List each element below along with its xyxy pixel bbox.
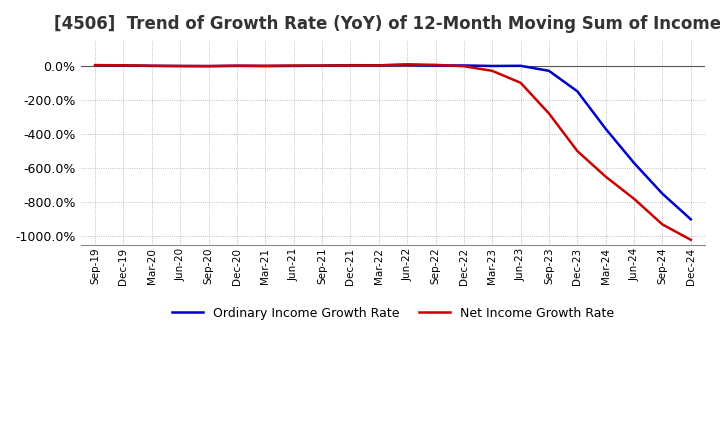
Title: [4506]  Trend of Growth Rate (YoY) of 12-Month Moving Sum of Incomes: [4506] Trend of Growth Rate (YoY) of 12-… <box>55 15 720 33</box>
Net Income Growth Rate <box>601 174 610 180</box>
Ordinary Income Growth Rate <box>148 63 156 69</box>
Ordinary Income Growth Rate <box>176 63 184 69</box>
Ordinary Income Growth Rate <box>544 68 553 73</box>
Net Income Growth Rate <box>573 148 582 154</box>
Ordinary Income Growth Rate <box>204 63 213 69</box>
Ordinary Income Growth Rate <box>233 63 241 69</box>
Net Income Growth Rate <box>120 62 128 68</box>
Net Income Growth Rate <box>91 62 99 68</box>
Net Income Growth Rate <box>630 196 639 202</box>
Ordinary Income Growth Rate <box>488 63 497 69</box>
Net Income Growth Rate <box>176 63 184 69</box>
Net Income Growth Rate <box>516 80 525 85</box>
Net Income Growth Rate <box>686 237 695 242</box>
Ordinary Income Growth Rate <box>516 63 525 69</box>
Ordinary Income Growth Rate <box>91 62 99 68</box>
Net Income Growth Rate <box>658 222 667 227</box>
Net Income Growth Rate <box>431 62 440 67</box>
Net Income Growth Rate <box>544 111 553 116</box>
Ordinary Income Growth Rate <box>261 63 269 69</box>
Ordinary Income Growth Rate <box>630 160 639 165</box>
Ordinary Income Growth Rate <box>686 217 695 222</box>
Ordinary Income Growth Rate <box>120 63 128 68</box>
Ordinary Income Growth Rate <box>402 62 411 67</box>
Net Income Growth Rate <box>148 63 156 68</box>
Net Income Growth Rate <box>233 63 241 68</box>
Ordinary Income Growth Rate <box>374 62 383 68</box>
Ordinary Income Growth Rate <box>658 191 667 196</box>
Net Income Growth Rate <box>204 63 213 69</box>
Net Income Growth Rate <box>289 63 298 68</box>
Legend: Ordinary Income Growth Rate, Net Income Growth Rate: Ordinary Income Growth Rate, Net Income … <box>167 302 619 325</box>
Net Income Growth Rate <box>346 63 355 68</box>
Ordinary Income Growth Rate <box>573 89 582 94</box>
Ordinary Income Growth Rate <box>289 63 298 69</box>
Net Income Growth Rate <box>488 68 497 73</box>
Net Income Growth Rate <box>318 63 326 68</box>
Net Income Growth Rate <box>402 62 411 67</box>
Ordinary Income Growth Rate <box>346 62 355 68</box>
Line: Ordinary Income Growth Rate: Ordinary Income Growth Rate <box>95 65 690 220</box>
Net Income Growth Rate <box>261 63 269 69</box>
Ordinary Income Growth Rate <box>318 63 326 68</box>
Net Income Growth Rate <box>459 64 468 69</box>
Ordinary Income Growth Rate <box>431 63 440 68</box>
Net Income Growth Rate <box>374 63 383 68</box>
Ordinary Income Growth Rate <box>601 126 610 132</box>
Ordinary Income Growth Rate <box>459 63 468 68</box>
Line: Net Income Growth Rate: Net Income Growth Rate <box>95 64 690 240</box>
